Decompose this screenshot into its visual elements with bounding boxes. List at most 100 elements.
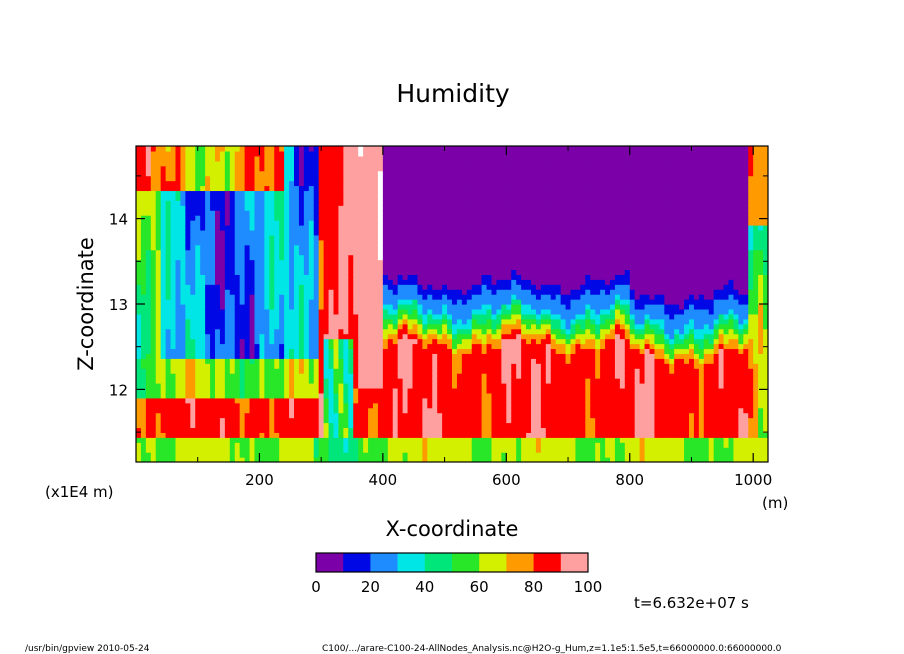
humidity-cell <box>210 190 216 196</box>
humidity-cell <box>392 269 399 275</box>
humidity-cell <box>407 397 414 404</box>
humidity-cell <box>432 387 438 394</box>
humidity-cell <box>338 210 344 216</box>
humidity-cell <box>284 308 290 315</box>
humidity-cell <box>136 323 142 330</box>
humidity-cell <box>402 289 409 295</box>
humidity-cell <box>215 392 221 399</box>
humidity-cell <box>294 200 300 206</box>
humidity-cell <box>239 259 246 266</box>
humidity-cell <box>175 185 182 192</box>
humidity-cell <box>150 338 157 345</box>
humidity-cell <box>491 254 498 261</box>
humidity-cell <box>427 146 433 152</box>
humidity-cell <box>452 353 458 359</box>
humidity-cell <box>491 338 498 345</box>
humidity-cell <box>249 383 256 389</box>
humidity-cell <box>407 294 414 300</box>
humidity-cell <box>348 195 354 201</box>
humidity-cell <box>160 387 167 394</box>
humidity-cell <box>338 279 344 285</box>
humidity-cell <box>481 412 488 419</box>
humidity-cell <box>234 353 241 359</box>
humidity-cell <box>387 210 394 216</box>
humidity-cell <box>456 383 463 389</box>
humidity-cell <box>377 447 384 453</box>
humidity-cell <box>486 249 493 256</box>
humidity-cell <box>170 338 177 345</box>
humidity-cell <box>447 378 453 384</box>
humidity-cell <box>155 299 162 305</box>
humidity-cell <box>496 284 502 290</box>
humidity-cell <box>432 170 438 177</box>
humidity-cell <box>210 170 216 177</box>
humidity-cell <box>407 368 414 374</box>
humidity-cell <box>224 397 231 404</box>
humidity-cell <box>511 407 517 414</box>
humidity-cell <box>170 318 177 325</box>
humidity-cell <box>229 160 236 167</box>
humidity-cell <box>150 165 157 172</box>
humidity-cell <box>298 205 305 211</box>
humidity-cell <box>244 155 251 162</box>
humidity-cell <box>442 313 448 320</box>
humidity-cell <box>456 373 463 379</box>
humidity-cell <box>269 378 275 384</box>
humidity-cell <box>264 407 270 414</box>
humidity-cell <box>160 185 167 192</box>
humidity-cell <box>422 225 428 231</box>
humidity-cell <box>461 333 468 340</box>
humidity-cell <box>219 190 226 196</box>
humidity-cell <box>234 437 241 443</box>
humidity-cell <box>511 160 517 167</box>
humidity-cell <box>165 427 172 433</box>
humidity-cell <box>333 299 340 305</box>
humidity-cell <box>417 229 423 236</box>
humidity-cell <box>328 387 335 394</box>
humidity-cell <box>308 249 315 256</box>
humidity-cell <box>155 427 162 433</box>
humidity-cell <box>412 348 419 354</box>
humidity-cell <box>481 289 488 295</box>
humidity-cell <box>269 289 275 295</box>
humidity-cell <box>432 244 438 251</box>
humidity-cell <box>461 427 468 433</box>
humidity-cell <box>392 358 399 364</box>
humidity-cell <box>215 358 221 364</box>
humidity-cell <box>180 200 186 206</box>
humidity-cell <box>392 363 399 369</box>
humidity-cell <box>274 313 280 320</box>
humidity-cell <box>279 165 285 172</box>
humidity-cell <box>387 155 394 162</box>
humidity-cell <box>397 249 404 256</box>
humidity-cell <box>516 387 522 394</box>
humidity-cell <box>289 249 295 256</box>
humidity-cell <box>496 210 502 216</box>
humidity-cell <box>185 205 191 211</box>
humidity-cell <box>368 229 374 236</box>
humidity-cell <box>175 205 182 211</box>
humidity-cell <box>210 407 216 414</box>
humidity-cell <box>136 279 142 285</box>
humidity-cell <box>476 452 483 458</box>
humidity-cell <box>417 279 423 285</box>
humidity-cell <box>452 200 458 206</box>
humidity-cell <box>392 225 399 231</box>
humidity-cell <box>274 392 280 399</box>
humidity-cell <box>471 175 478 182</box>
humidity-cell <box>279 205 285 211</box>
humidity-cell <box>452 348 458 354</box>
humidity-cell <box>456 150 463 157</box>
humidity-cell <box>506 457 512 462</box>
humidity-cell <box>338 190 344 196</box>
humidity-cell <box>254 383 261 389</box>
humidity-cell <box>427 363 433 369</box>
humidity-cell <box>481 220 488 226</box>
humidity-cell <box>511 299 517 305</box>
humidity-cell <box>155 432 162 438</box>
humidity-cell <box>417 175 423 182</box>
humidity-cell <box>145 220 152 226</box>
humidity-cell <box>145 442 152 448</box>
humidity-cell <box>190 338 196 345</box>
humidity-cell <box>165 402 172 409</box>
